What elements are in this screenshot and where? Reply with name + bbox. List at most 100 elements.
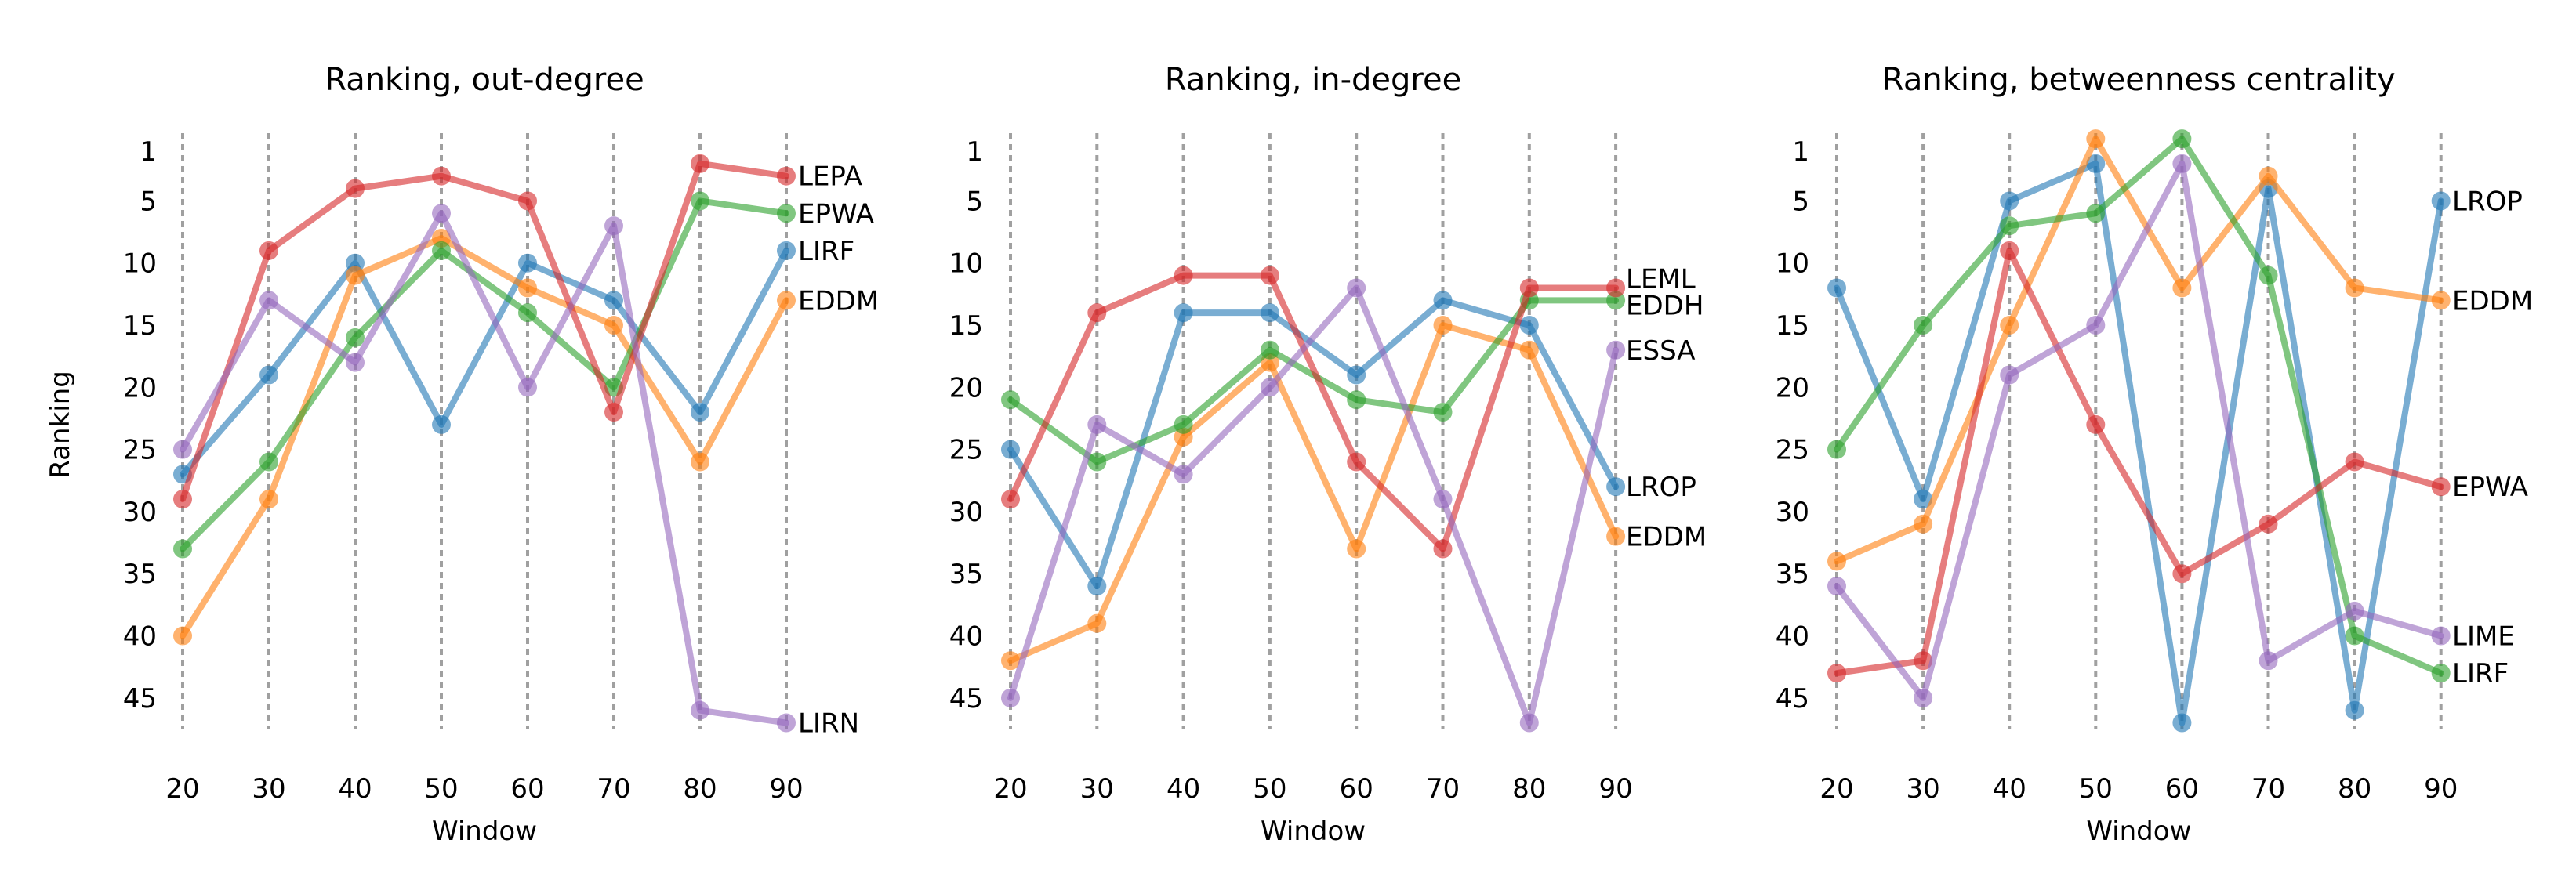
data-point [777,241,796,260]
data-point [2086,154,2106,173]
data-point [518,191,537,211]
series-line [1007,322,1620,664]
data-point [1827,278,1846,298]
data-point [1914,514,1933,534]
x-tick-label: 50 [2079,773,2113,805]
x-tick-label: 20 [165,773,199,805]
panel-title: Ranking, in-degree [1165,62,1461,98]
series-line [1007,284,1620,726]
series-essa: ESSA [1001,278,1696,733]
data-point [1001,688,1020,707]
x-tick-label: 70 [597,773,630,805]
y-tick-label: 25 [1776,435,1809,466]
series-end-label: LROP [1626,472,1696,503]
data-point [1433,316,1453,335]
data-point [432,166,451,186]
x-tick-labels: 20 30 40 50 60 70 80 90 [993,773,1632,805]
series-line [180,197,789,552]
data-point [1087,613,1107,633]
y-tick-label: 40 [123,621,157,653]
series-line [180,235,789,639]
data-point [691,403,709,422]
y-tick-label: 35 [123,559,157,590]
x-tick-label: 20 [1820,773,1853,805]
x-tick-label: 90 [2424,773,2458,805]
data-point [2000,216,2019,236]
x-tick-label: 30 [252,773,285,805]
data-point [1087,577,1107,596]
x-axis-label: Window [2086,816,2191,847]
data-point [432,414,451,434]
data-point [604,216,623,236]
panel-out-degree: Ranking, out-degree Window Ranking 15101… [45,62,879,847]
y-tick-label: 35 [949,559,983,590]
data-point [2431,664,2451,683]
y-tick-label: 10 [1776,248,1809,280]
data-point [173,440,192,459]
x-tick-label: 70 [1426,773,1460,805]
series-end-label: EDDH [1626,290,1703,321]
y-tick-label: 30 [949,497,983,528]
y-tick-label: 45 [1776,683,1809,715]
x-tick-labels: 20 30 40 50 60 70 80 90 [165,773,803,805]
data-point [2172,564,2192,584]
data-point [346,179,365,198]
series-end-label: LIRN [798,708,859,740]
data-point [2259,266,2278,285]
vertical-gridlines [1835,133,2443,729]
data-point [1433,539,1453,559]
data-point [1519,316,1539,335]
data-point [1087,303,1107,323]
data-point [1087,414,1107,434]
y-tick-label: 20 [123,372,157,404]
data-point [2000,191,2019,211]
y-tick-label: 5 [140,186,157,217]
data-point [2172,713,2192,733]
series-end-label: EDDM [798,285,879,317]
data-point [1519,713,1539,733]
series-eddm: EDDM [173,229,879,646]
data-point [1260,378,1279,397]
data-point [2345,626,2364,646]
data-point [1606,477,1626,497]
y-tick-label: 1 [1792,136,1809,168]
data-point [518,303,537,323]
series-leml: LEML [1001,263,1696,559]
series-end-label: LIRF [2452,658,2509,689]
data-point [691,452,709,472]
data-point [1519,278,1539,298]
data-point [173,626,192,646]
y-tick-label: 35 [1776,559,1809,590]
data-point [173,539,192,559]
x-axis-label: Window [1261,816,1366,847]
data-point [1001,651,1020,671]
data-point [1174,266,1193,285]
panel-betweenness-centrality: Ranking, betweenness centrality Window 1… [1776,62,2533,847]
data-point [604,291,623,310]
data-point [2345,700,2364,720]
series-line [1834,136,2444,565]
data-point [2172,154,2192,173]
y-tick-label: 15 [123,310,157,342]
data-point [259,365,278,385]
data-point [2000,316,2019,335]
data-point [346,266,365,285]
y-tick-label: 30 [123,497,157,528]
data-point [259,291,278,310]
data-point [259,241,278,260]
series-end-label: LROP [2452,186,2523,217]
x-tick-label: 40 [1166,773,1200,805]
data-point [1606,340,1626,360]
y-tick-label: 25 [123,435,157,466]
data-point [1087,452,1107,472]
data-point [259,490,278,509]
data-point [691,191,709,211]
data-point [1433,403,1453,422]
data-point [1347,278,1366,298]
y-tick-label: 10 [123,248,157,280]
data-point [432,241,451,260]
x-tick-label: 70 [2251,773,2285,805]
data-point [2431,477,2451,497]
